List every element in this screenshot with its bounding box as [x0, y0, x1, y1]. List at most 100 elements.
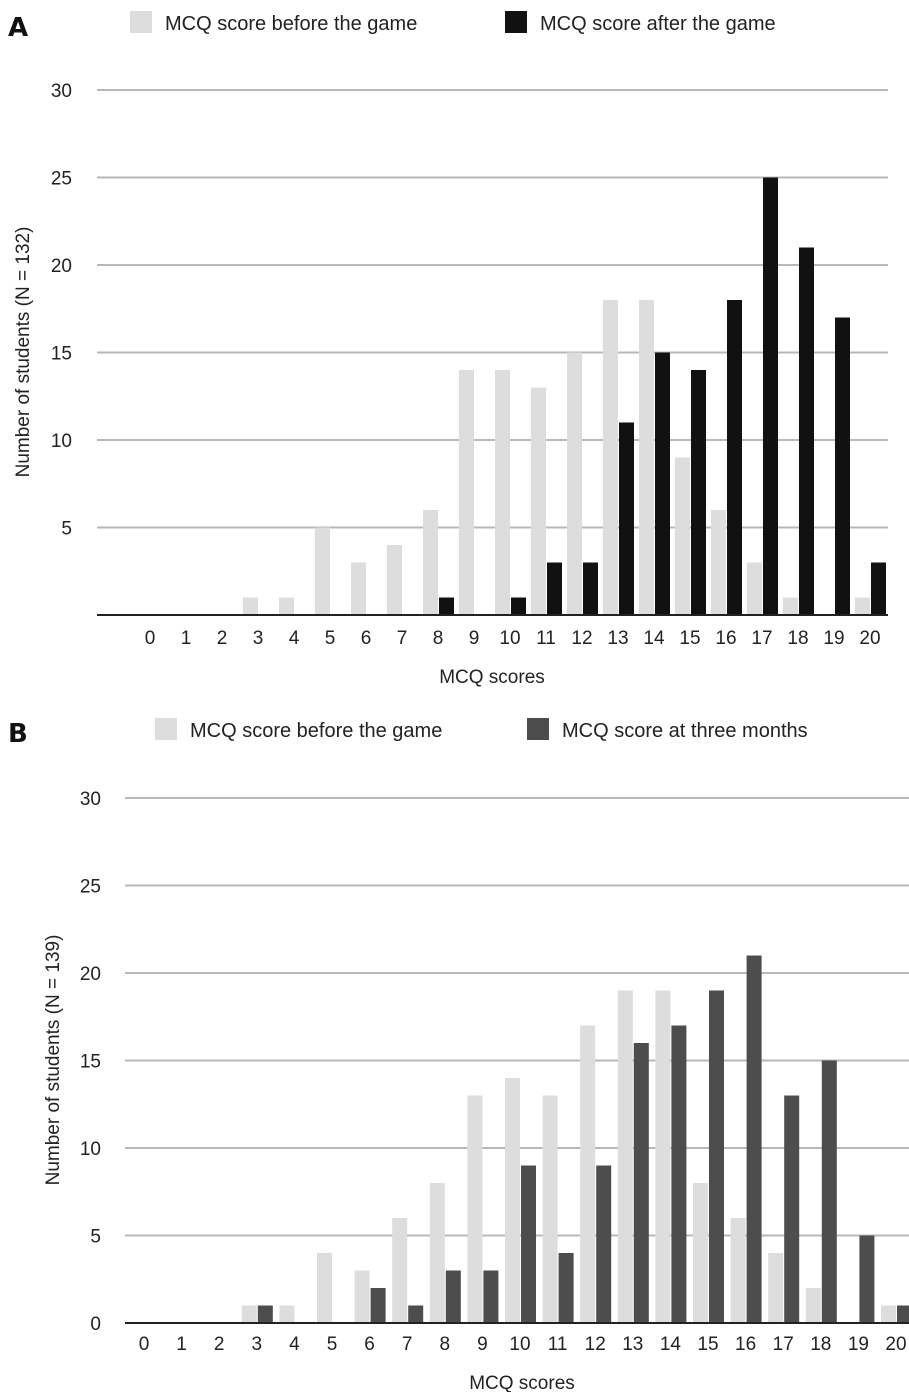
bar-before-score-11 — [542, 1095, 558, 1323]
x-tick-label: 16 — [735, 1334, 756, 1355]
bar-before-score-20 — [881, 1305, 896, 1323]
panel-a: A MCQ score before the game MCQ score af… — [8, 11, 888, 688]
x-tick-label: 17 — [773, 1334, 794, 1355]
x-tick-label: 19 — [823, 628, 844, 649]
bar-before-score-6 — [354, 1270, 370, 1323]
bar-after-score-3 — [257, 1305, 273, 1323]
legend-label-b-before: MCQ score before the game — [190, 720, 442, 742]
bar-after-score-19 — [835, 317, 850, 615]
x-tick-label: 2 — [214, 1334, 225, 1355]
x-tick-label: 14 — [643, 628, 665, 649]
bar-before-score-16 — [711, 510, 726, 615]
x-tick-label: 4 — [289, 628, 300, 649]
x-tick-label: 5 — [327, 1334, 338, 1355]
gridlines-a — [97, 89, 888, 529]
x-tick-label: 4 — [289, 1334, 300, 1355]
panel-b: B MCQ score before the game MCQ score at… — [8, 718, 909, 1392]
y-tick-label: 30 — [51, 81, 72, 102]
x-tick-labels-a: 0 1 2 3 4 5 6 7 8 9 10 11 12 13 14 15 16 17 18 19 20 — [145, 628, 881, 649]
x-tick-label: 0 — [139, 1334, 150, 1355]
x-axis-title-b: MCQ scores — [469, 1373, 575, 1392]
bar-before-score-10 — [505, 1078, 520, 1323]
x-tick-label: 13 — [607, 628, 628, 649]
bar-after-score-8 — [439, 597, 454, 615]
y-axis-title-b: Number of students (N = 139) — [43, 935, 64, 1186]
x-tick-label: 20 — [859, 628, 880, 649]
bar-after-score-20 — [897, 1305, 909, 1323]
bar-before-score-14 — [655, 990, 671, 1323]
bar-before-score-20 — [855, 597, 870, 615]
x-tick-label: 3 — [253, 628, 264, 649]
legend-swatch-b-before — [155, 718, 177, 740]
bar-after-score-15 — [691, 370, 706, 615]
bar-before-score-6 — [351, 562, 366, 615]
bar-before-score-13 — [603, 300, 618, 615]
bar-after-score-8 — [445, 1270, 461, 1323]
panel-label-a: A — [8, 13, 28, 43]
bar-before-score-17 — [747, 562, 762, 615]
y-tick-label: 20 — [80, 964, 101, 985]
y-tick-label: 20 — [51, 256, 72, 277]
x-axis-title-a: MCQ scores — [439, 667, 545, 688]
x-tick-label: 6 — [364, 1334, 375, 1355]
x-tick-label: 8 — [433, 628, 444, 649]
bar-after-score-17 — [784, 1095, 800, 1323]
bar-after-score-10 — [521, 1165, 536, 1323]
y-tick-label: 10 — [51, 431, 72, 452]
x-tick-label: 12 — [585, 1334, 606, 1355]
bar-after-score-14 — [671, 1025, 687, 1323]
y-tick-labels-a: 5 10 15 20 25 30 — [51, 81, 72, 540]
bar-after-score-16 — [727, 300, 742, 615]
x-tick-label: 9 — [469, 628, 480, 649]
x-tick-label: 19 — [848, 1334, 869, 1355]
legend-label-b-three-months: MCQ score at three months — [562, 720, 808, 742]
panel-label-b: B — [8, 719, 28, 749]
bar-before-score-5 — [317, 1253, 332, 1323]
bar-before-score-8 — [423, 510, 438, 615]
y-axis-title-a: Number of students (N = 132) — [13, 227, 34, 478]
bar-before-score-15 — [675, 457, 690, 615]
x-tick-label: 1 — [181, 628, 192, 649]
bar-after-score-9 — [483, 1270, 499, 1323]
bars-b — [125, 955, 909, 1324]
bar-before-score-7 — [392, 1218, 408, 1323]
bar-after-score-11 — [547, 562, 562, 615]
bar-before-score-13 — [617, 990, 633, 1323]
y-tick-label: 15 — [51, 344, 72, 365]
x-tick-label: 10 — [509, 1334, 530, 1355]
bar-after-score-18 — [799, 247, 814, 615]
bar-after-score-7 — [408, 1305, 424, 1323]
y-tick-label: 0 — [90, 1314, 101, 1335]
bar-before-score-4 — [279, 597, 294, 615]
bar-after-score-20 — [871, 562, 886, 615]
x-tick-label: 15 — [697, 1334, 718, 1355]
x-tick-label: 1 — [176, 1334, 187, 1355]
bar-before-score-4 — [279, 1305, 295, 1323]
x-tick-label: 18 — [787, 628, 808, 649]
x-tick-label: 2 — [217, 628, 228, 649]
y-tick-label: 25 — [80, 877, 101, 898]
bar-before-score-18 — [783, 597, 798, 615]
bar-before-score-17 — [768, 1253, 784, 1323]
x-tick-label: 8 — [440, 1334, 451, 1355]
y-tick-label: 30 — [80, 789, 101, 810]
x-tick-label: 7 — [397, 628, 408, 649]
x-tick-label: 5 — [325, 628, 336, 649]
bar-before-score-5 — [315, 527, 330, 615]
bar-after-score-13 — [633, 1043, 649, 1323]
legend-swatch-a-before — [130, 11, 152, 33]
bar-before-score-9 — [467, 1095, 483, 1323]
bar-after-score-19 — [859, 1235, 875, 1323]
bar-after-score-15 — [709, 990, 724, 1323]
bar-before-score-15 — [693, 1183, 708, 1323]
x-tick-label: 0 — [145, 628, 156, 649]
bar-before-score-3 — [243, 597, 258, 615]
bar-after-score-10 — [511, 597, 526, 615]
bar-before-score-7 — [387, 545, 402, 615]
x-tick-label: 3 — [252, 1334, 263, 1355]
x-tick-label: 18 — [810, 1334, 831, 1355]
x-tick-label: 11 — [548, 1334, 568, 1355]
legend-label-a-before: MCQ score before the game — [165, 13, 417, 35]
x-tick-label: 12 — [571, 628, 592, 649]
